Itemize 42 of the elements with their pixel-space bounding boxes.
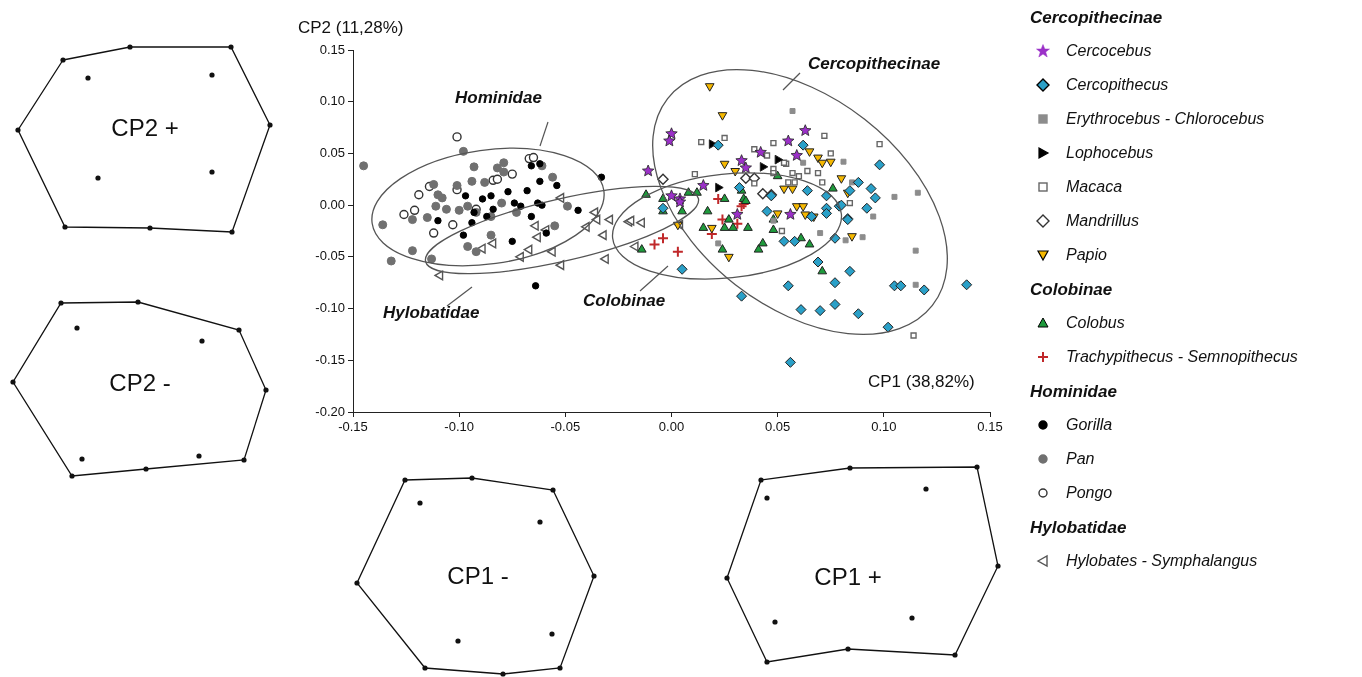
y-tick-label: 0.05 <box>319 145 345 161</box>
y-tick-label: -0.10 <box>315 300 345 316</box>
x-tick-label: 0.00 <box>658 419 685 435</box>
legend-label: Gorilla <box>1066 416 1113 434</box>
text: Hominidae <box>1030 382 1118 402</box>
y-tick-label: 0.10 <box>319 93 345 109</box>
legend-label: Hylobates - Symphalangus <box>1066 552 1258 570</box>
legend-label: Pongo <box>1066 484 1113 502</box>
x-tick-label: 0.10 <box>871 419 897 435</box>
y-tick-label: 0.15 <box>319 41 345 57</box>
legend-label: Papio <box>1066 246 1107 264</box>
legend-label: Colobus <box>1066 314 1125 332</box>
text: Colobinae <box>1030 280 1114 300</box>
x-tick-label: -0.05 <box>550 419 581 435</box>
text: CP1 - <box>446 562 510 590</box>
x-tick-label: -0.15 <box>338 419 368 435</box>
y-tick-label: 0.00 <box>319 196 345 212</box>
annotation: Colobinae <box>583 291 666 311</box>
x-tick-label: 0.05 <box>765 419 791 435</box>
legend-label: Lophocebus <box>1066 144 1154 162</box>
legend-label: Mandrillus <box>1066 212 1139 230</box>
annotation: Cercopithecinae <box>808 54 941 74</box>
y-tick-label: -0.15 <box>315 351 345 367</box>
text: CP1 + <box>813 563 883 591</box>
legend-label: Cercopithecus <box>1066 76 1169 94</box>
legend-label: Pan <box>1066 450 1095 468</box>
text: CP2 + <box>110 114 180 142</box>
legend-label: Macaca <box>1066 178 1123 196</box>
legend-label: Cercocebus <box>1066 42 1152 60</box>
y-axis-title: CP2 (11,28%) <box>298 18 404 38</box>
legend-label: Trachypithecus - Semnopithecus <box>1066 348 1298 366</box>
text: CP2 - <box>108 369 172 397</box>
y-tick-label: -0.20 <box>315 403 345 419</box>
text: Cercopithecinae <box>1030 8 1164 28</box>
x-axis-title: CP1 (38,82%) <box>868 372 975 392</box>
annotation: Hominidae <box>455 88 542 108</box>
legend-label: Erythrocebus - Chlorocebus <box>1066 110 1265 128</box>
annotation: Hylobatidae <box>383 303 480 323</box>
text: Hylobatidae <box>1030 518 1128 538</box>
y-tick-label: -0.05 <box>315 248 345 264</box>
x-tick-label: 0.15 <box>977 419 1003 435</box>
x-tick-label: -0.10 <box>444 419 474 435</box>
